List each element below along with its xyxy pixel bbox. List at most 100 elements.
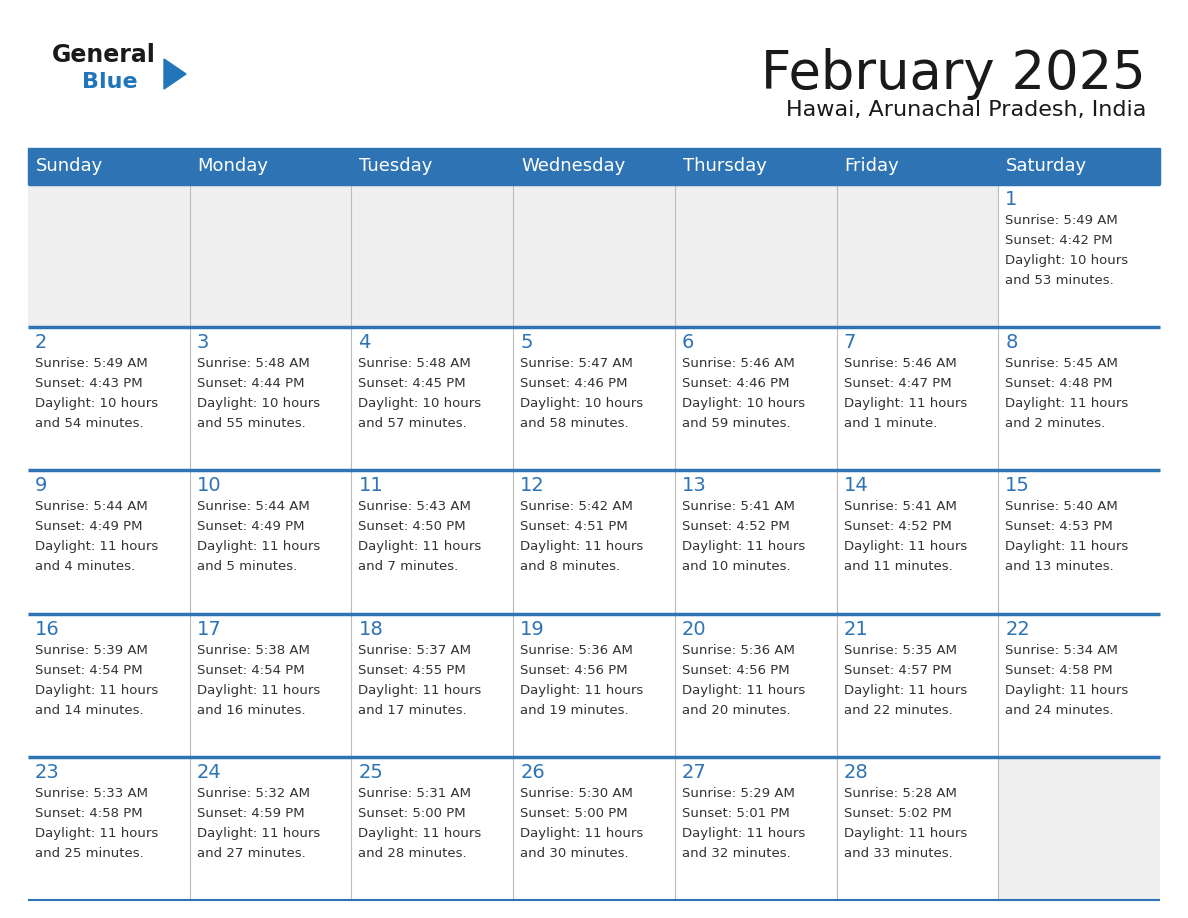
Text: Daylight: 11 hours: Daylight: 11 hours — [34, 541, 158, 554]
Bar — [998, 470, 1159, 613]
Text: Sunrise: 5:41 AM: Sunrise: 5:41 AM — [682, 500, 795, 513]
Text: and 53 minutes.: and 53 minutes. — [1005, 274, 1114, 287]
Bar — [513, 184, 675, 327]
Text: and 58 minutes.: and 58 minutes. — [520, 417, 628, 431]
Text: Friday: Friday — [845, 157, 899, 175]
Text: Daylight: 11 hours: Daylight: 11 hours — [1005, 541, 1129, 554]
Text: 3: 3 — [197, 333, 209, 353]
Bar — [675, 613, 836, 756]
Bar — [190, 756, 352, 900]
Bar — [836, 613, 998, 756]
Text: Daylight: 11 hours: Daylight: 11 hours — [1005, 684, 1129, 697]
Text: and 1 minute.: and 1 minute. — [843, 417, 937, 431]
Text: Wednesday: Wednesday — [522, 157, 625, 175]
Text: and 11 minutes.: and 11 minutes. — [843, 560, 953, 574]
Bar — [352, 184, 513, 327]
Text: Sunrise: 5:48 AM: Sunrise: 5:48 AM — [197, 357, 309, 370]
Text: Sunrise: 5:41 AM: Sunrise: 5:41 AM — [843, 500, 956, 513]
Text: Daylight: 10 hours: Daylight: 10 hours — [359, 397, 481, 410]
Text: Sunrise: 5:36 AM: Sunrise: 5:36 AM — [682, 644, 795, 656]
Text: Sunrise: 5:42 AM: Sunrise: 5:42 AM — [520, 500, 633, 513]
Text: Sunrise: 5:29 AM: Sunrise: 5:29 AM — [682, 787, 795, 800]
Bar — [675, 184, 836, 327]
Text: Sunrise: 5:39 AM: Sunrise: 5:39 AM — [34, 644, 147, 656]
Text: 27: 27 — [682, 763, 707, 782]
Text: Daylight: 11 hours: Daylight: 11 hours — [520, 541, 644, 554]
Bar — [190, 470, 352, 613]
Text: Sunset: 4:51 PM: Sunset: 4:51 PM — [520, 521, 628, 533]
Text: Daylight: 11 hours: Daylight: 11 hours — [843, 684, 967, 697]
Bar — [998, 756, 1159, 900]
Bar — [998, 327, 1159, 470]
Bar — [836, 756, 998, 900]
Text: Daylight: 11 hours: Daylight: 11 hours — [843, 541, 967, 554]
Text: Sunset: 4:44 PM: Sunset: 4:44 PM — [197, 377, 304, 390]
Text: Sunset: 4:57 PM: Sunset: 4:57 PM — [843, 664, 952, 677]
Text: Daylight: 10 hours: Daylight: 10 hours — [197, 397, 320, 410]
Text: and 8 minutes.: and 8 minutes. — [520, 560, 620, 574]
Text: Sunset: 4:53 PM: Sunset: 4:53 PM — [1005, 521, 1113, 533]
Text: 12: 12 — [520, 476, 545, 496]
Bar — [836, 184, 998, 327]
Text: 10: 10 — [197, 476, 221, 496]
Text: 1: 1 — [1005, 190, 1018, 209]
Text: and 54 minutes.: and 54 minutes. — [34, 417, 144, 431]
Text: Daylight: 11 hours: Daylight: 11 hours — [359, 541, 481, 554]
Text: Sunset: 4:42 PM: Sunset: 4:42 PM — [1005, 234, 1113, 247]
Text: 2: 2 — [34, 333, 48, 353]
Text: 20: 20 — [682, 620, 707, 639]
Text: and 25 minutes.: and 25 minutes. — [34, 846, 144, 860]
Text: Thursday: Thursday — [683, 157, 766, 175]
Text: Daylight: 11 hours: Daylight: 11 hours — [682, 684, 805, 697]
Text: and 2 minutes.: and 2 minutes. — [1005, 417, 1106, 431]
Text: and 13 minutes.: and 13 minutes. — [1005, 560, 1114, 574]
Text: 24: 24 — [197, 763, 221, 782]
Text: Sunrise: 5:38 AM: Sunrise: 5:38 AM — [197, 644, 310, 656]
Text: and 27 minutes.: and 27 minutes. — [197, 846, 305, 860]
Text: Sunrise: 5:44 AM: Sunrise: 5:44 AM — [197, 500, 309, 513]
Text: and 7 minutes.: and 7 minutes. — [359, 560, 459, 574]
Text: Daylight: 11 hours: Daylight: 11 hours — [682, 827, 805, 840]
Text: and 30 minutes.: and 30 minutes. — [520, 846, 628, 860]
Text: 5: 5 — [520, 333, 532, 353]
Text: Daylight: 11 hours: Daylight: 11 hours — [843, 827, 967, 840]
Text: Sunset: 4:49 PM: Sunset: 4:49 PM — [34, 521, 143, 533]
Bar — [29, 148, 1159, 184]
Text: and 59 minutes.: and 59 minutes. — [682, 417, 790, 431]
Bar — [998, 184, 1159, 327]
Text: 7: 7 — [843, 333, 855, 353]
Text: Daylight: 11 hours: Daylight: 11 hours — [843, 397, 967, 410]
Bar — [29, 184, 190, 327]
Text: 18: 18 — [359, 620, 384, 639]
Text: 9: 9 — [34, 476, 48, 496]
Bar — [29, 756, 190, 900]
Text: and 28 minutes.: and 28 minutes. — [359, 846, 467, 860]
Text: Sunrise: 5:35 AM: Sunrise: 5:35 AM — [843, 644, 956, 656]
Bar — [352, 756, 513, 900]
Text: 6: 6 — [682, 333, 694, 353]
Text: Monday: Monday — [197, 157, 268, 175]
Text: 23: 23 — [34, 763, 59, 782]
Text: 28: 28 — [843, 763, 868, 782]
Text: Sunrise: 5:44 AM: Sunrise: 5:44 AM — [34, 500, 147, 513]
Text: and 10 minutes.: and 10 minutes. — [682, 560, 790, 574]
Text: Daylight: 10 hours: Daylight: 10 hours — [1005, 254, 1129, 267]
Text: Sunset: 4:49 PM: Sunset: 4:49 PM — [197, 521, 304, 533]
Text: 26: 26 — [520, 763, 545, 782]
Text: General: General — [52, 43, 156, 67]
Text: Sunset: 5:00 PM: Sunset: 5:00 PM — [359, 807, 466, 820]
Text: 16: 16 — [34, 620, 59, 639]
Text: Sunrise: 5:49 AM: Sunrise: 5:49 AM — [1005, 214, 1118, 227]
Text: and 33 minutes.: and 33 minutes. — [843, 846, 953, 860]
Bar — [836, 470, 998, 613]
Text: and 22 minutes.: and 22 minutes. — [843, 703, 953, 717]
Text: Sunset: 4:43 PM: Sunset: 4:43 PM — [34, 377, 143, 390]
Text: Sunset: 4:58 PM: Sunset: 4:58 PM — [34, 807, 143, 820]
Text: Daylight: 10 hours: Daylight: 10 hours — [520, 397, 643, 410]
Text: Daylight: 11 hours: Daylight: 11 hours — [197, 541, 320, 554]
Text: Saturday: Saturday — [1006, 157, 1087, 175]
Text: Sunset: 4:48 PM: Sunset: 4:48 PM — [1005, 377, 1113, 390]
Text: Sunrise: 5:34 AM: Sunrise: 5:34 AM — [1005, 644, 1118, 656]
Text: and 17 minutes.: and 17 minutes. — [359, 703, 467, 717]
Text: Sunset: 4:56 PM: Sunset: 4:56 PM — [520, 664, 627, 677]
